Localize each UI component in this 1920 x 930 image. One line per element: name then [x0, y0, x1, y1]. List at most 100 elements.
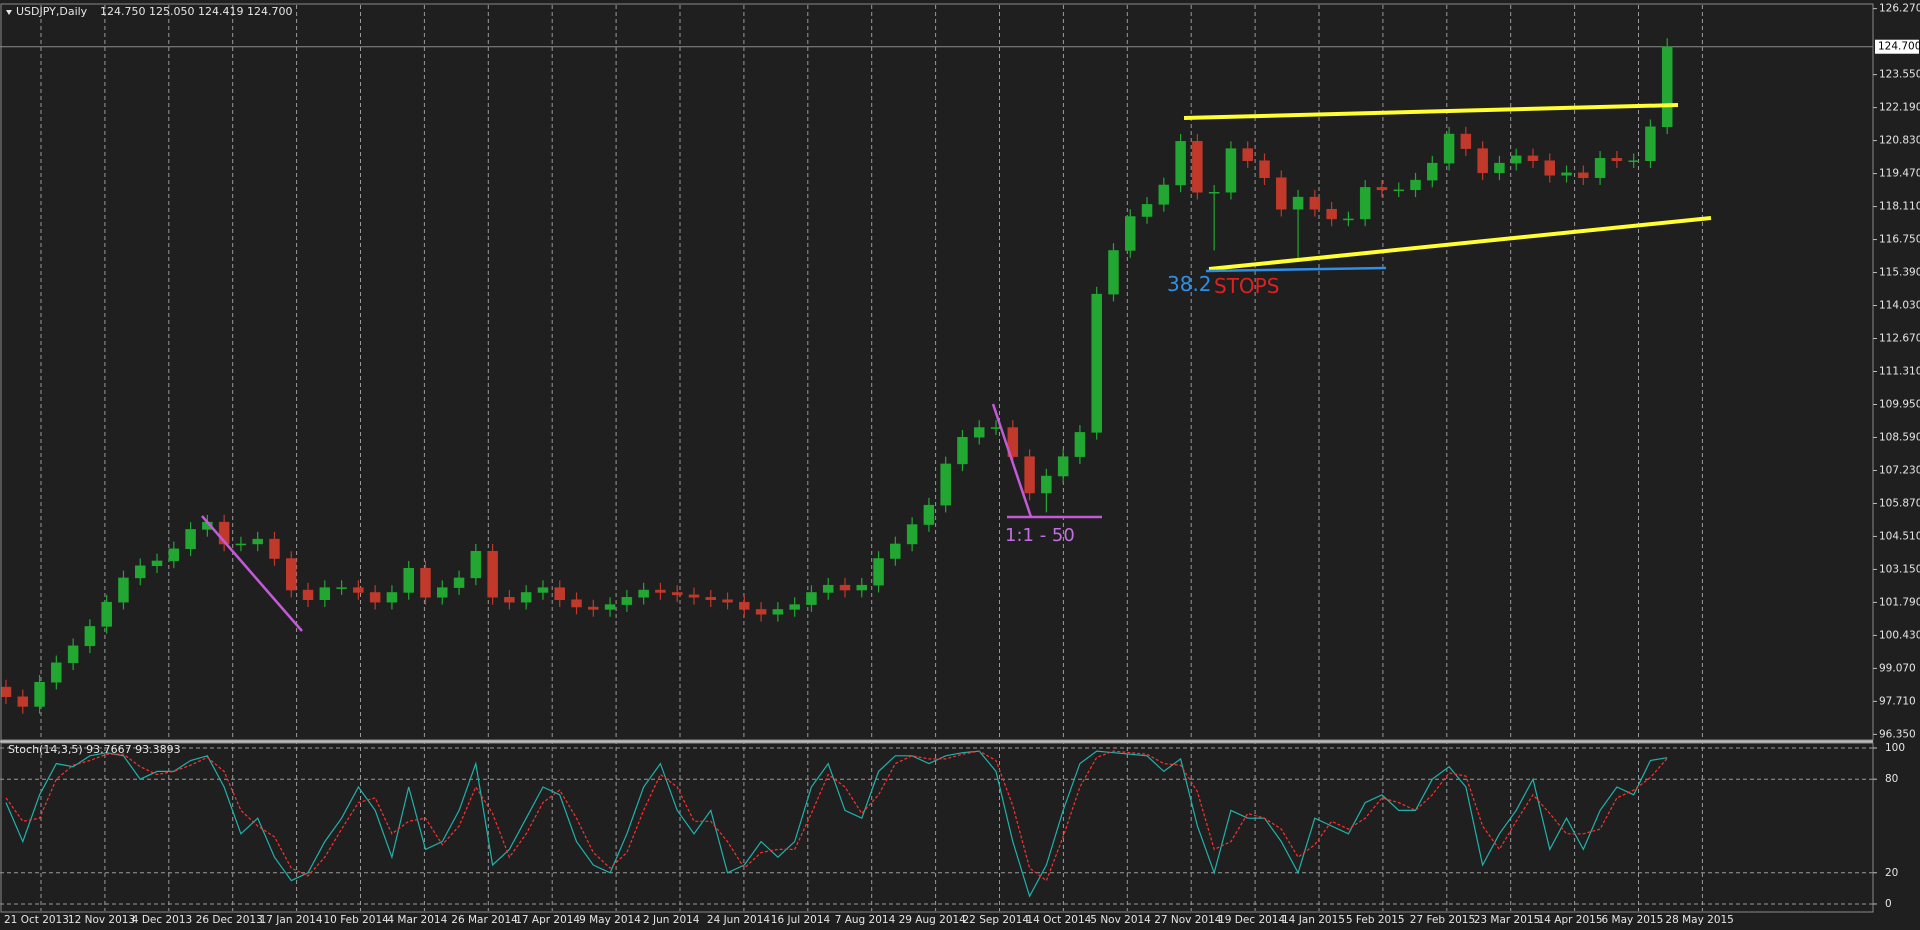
candle-body — [269, 538, 280, 559]
x-tick-label: 5 Nov 2014 — [1090, 914, 1151, 926]
mark-layer — [0, 38, 1673, 898]
candle-body — [1225, 148, 1237, 193]
candle-body — [437, 587, 448, 598]
candle-body — [604, 604, 616, 610]
candle-body — [1309, 196, 1321, 210]
candle-body — [403, 567, 414, 593]
x-tick-label: 22 Sep 2014 — [963, 914, 1030, 926]
candle-body — [671, 592, 683, 596]
symbol: USDJPY,Daily — [16, 5, 88, 18]
candle-body — [1527, 155, 1539, 161]
x-tick-label: 4 Dec 2013 — [132, 914, 192, 926]
x-tick-label: 7 Aug 2014 — [835, 914, 896, 926]
candle-body — [1074, 432, 1086, 457]
candle-body — [1326, 208, 1337, 220]
candle-body — [655, 589, 666, 593]
x-tick-label: 14 Jan 2015 — [1282, 914, 1345, 926]
y-tick-label: 97.710 — [1879, 695, 1916, 707]
candle-body — [571, 599, 582, 608]
candle-body — [1108, 250, 1119, 295]
candle-body — [537, 587, 549, 593]
candle-body — [1242, 148, 1253, 161]
candle-body — [1007, 427, 1019, 457]
grid-layer — [0, 5, 1873, 911]
y-tick-label: 100 — [1885, 742, 1905, 754]
candle-body — [1628, 160, 1639, 162]
y-tick-label: 108.590 — [1879, 431, 1920, 443]
y-tick-label: 105.870 — [1879, 497, 1920, 509]
x-tick-label: 14 Oct 2014 — [1026, 914, 1091, 926]
candle-body — [302, 589, 314, 600]
candle-body — [520, 592, 532, 603]
candle-body — [420, 567, 431, 598]
candle-body — [638, 589, 649, 598]
stoch-line — [5, 750, 1668, 882]
y-tick-label: 116.750 — [1879, 234, 1920, 246]
x-tick-label: 5 Feb 2015 — [1346, 914, 1405, 926]
candle-body — [1192, 141, 1203, 193]
candle-body — [1477, 148, 1488, 174]
trendline — [991, 403, 1033, 518]
y-tick-label: 119.470 — [1879, 168, 1920, 180]
candle-body — [1427, 162, 1438, 181]
candle-body — [1041, 475, 1052, 494]
y-tick-label: 120.830 — [1879, 135, 1920, 147]
x-tick-label: 17 Jan 2014 — [260, 914, 323, 926]
candle-body — [470, 550, 482, 579]
x-tick-label: 4 Mar 2014 — [387, 914, 447, 926]
candle-body — [1544, 160, 1556, 176]
x-tick-label: 6 May 2015 — [1602, 914, 1664, 926]
menu-arrow[interactable] — [6, 10, 12, 15]
candle-body — [1259, 160, 1270, 178]
candle-body — [1343, 218, 1354, 221]
x-tick-label: 23 Mar 2015 — [1474, 914, 1541, 926]
candle-body — [923, 504, 935, 525]
candle-body — [1057, 456, 1069, 477]
trendline — [1183, 103, 1679, 120]
y-tick-label: 112.670 — [1879, 333, 1920, 345]
x-tick-label: 27 Nov 2014 — [1154, 914, 1222, 926]
candle-body — [1359, 187, 1371, 220]
candle-body — [84, 626, 96, 647]
candle-body — [34, 681, 45, 707]
candle-body — [118, 577, 129, 603]
candle-body — [906, 524, 918, 545]
candle-body — [789, 604, 800, 610]
candle-body — [487, 550, 498, 598]
candle-body — [1494, 162, 1505, 174]
candle-body — [336, 587, 347, 589]
candle-body — [1460, 133, 1472, 149]
candle-body — [252, 538, 263, 545]
candle-body — [0, 686, 12, 698]
candle-body — [235, 543, 247, 546]
annotation: 1:1 - 50 — [1005, 525, 1075, 546]
candle-body — [1594, 158, 1606, 178]
y-tick-label: 101.790 — [1879, 596, 1920, 608]
candle-body — [1410, 179, 1421, 191]
candle-body — [134, 565, 146, 579]
candle-body — [1175, 141, 1186, 186]
y-tick-label: 115.390 — [1879, 267, 1920, 279]
x-tick-label: 2 Jun 2014 — [643, 914, 700, 926]
y-tick-label: 109.950 — [1879, 398, 1920, 410]
candle-body — [973, 427, 985, 438]
candle-body — [1292, 196, 1304, 210]
candle-body — [1611, 158, 1623, 161]
candle-body — [151, 560, 163, 567]
y-tick-label: 104.510 — [1879, 530, 1920, 542]
x-tick-label: 19 Dec 2014 — [1218, 914, 1285, 926]
candle-body — [1276, 177, 1287, 210]
candle-body — [17, 696, 29, 707]
candle-body — [588, 606, 599, 610]
candle-body — [755, 609, 767, 615]
candle-body — [369, 592, 381, 603]
candle-body — [957, 436, 968, 465]
last-price-label: 124.700 — [1878, 41, 1920, 53]
candle-body — [1208, 192, 1220, 194]
candle-body — [822, 584, 834, 593]
candle-body — [319, 587, 331, 600]
x-tick-label: 26 Dec 2013 — [196, 914, 263, 926]
candle-body — [504, 597, 515, 603]
x-tick-label: 26 Mar 2014 — [451, 914, 518, 926]
